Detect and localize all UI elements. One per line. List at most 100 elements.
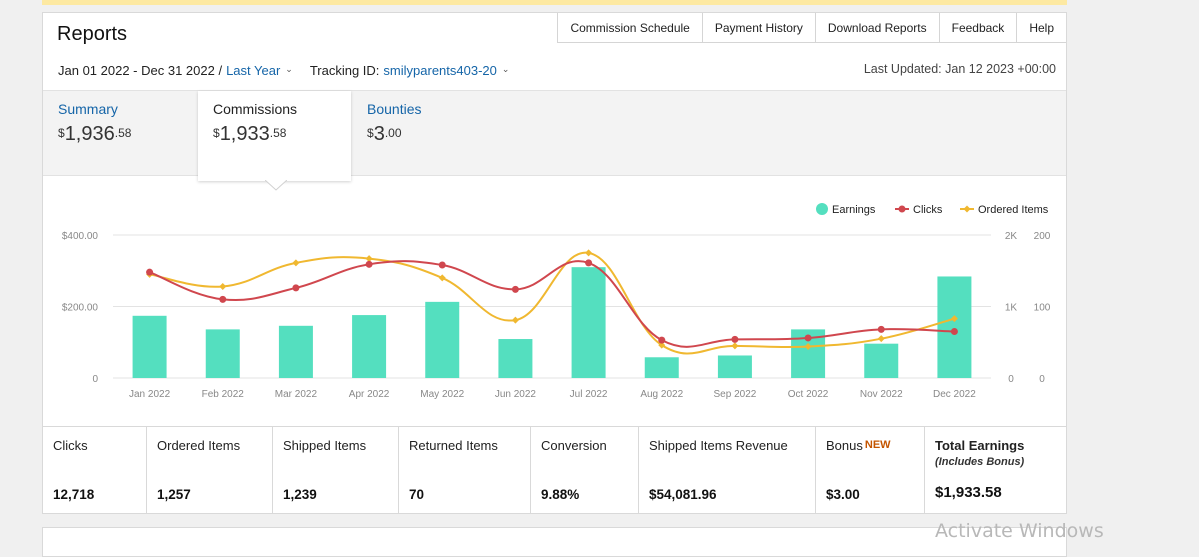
new-badge: NEW	[864, 439, 891, 451]
stat-value: 1,257	[157, 487, 191, 502]
tracking-chevron-down-icon[interactable]: ⌄	[501, 64, 510, 74]
y-right-ordered-tick-label: 100	[1034, 303, 1051, 314]
legend-clicks-label: Clicks	[913, 204, 943, 216]
x-tick-label: Sep 2022	[714, 389, 757, 400]
x-tick-label: Mar 2022	[275, 389, 318, 400]
payment-history-button[interactable]: Payment History	[703, 13, 816, 42]
bounties-amount-cents: .00	[384, 126, 402, 140]
x-tick-label: Dec 2022	[933, 389, 976, 400]
ordered-items-point	[219, 282, 227, 290]
commissions-amount-cents: .58	[269, 126, 287, 140]
stat-value: 12,718	[53, 487, 95, 502]
stat-shipped-items: Shipped Items 1,239	[273, 427, 399, 514]
legend-ordered-label: Ordered Items	[978, 204, 1049, 216]
total-earnings-label: Total Earnings	[935, 438, 1025, 453]
clicks-point	[292, 284, 300, 292]
ordered-items-point	[950, 315, 958, 323]
x-tick-label: Jun 2022	[495, 389, 537, 400]
tab-commissions-label: Commissions	[213, 101, 298, 117]
stat-label: Returned Items	[409, 438, 498, 453]
stat-value: $54,081.96	[649, 487, 717, 502]
clicks-point	[658, 336, 666, 344]
clicks-point	[804, 334, 812, 342]
help-button[interactable]: Help	[1029, 21, 1054, 35]
windows-watermark: Activate Windows	[935, 520, 1104, 542]
stat-shipped-items-revenue: Shipped Items Revenue $54,081.96	[639, 427, 816, 514]
x-tick-label: Jul 2022	[570, 389, 608, 400]
clicks-line	[149, 260, 955, 348]
earnings-bar	[644, 357, 679, 378]
stat-label: Total Earnings (Includes Bonus)	[935, 438, 1056, 476]
y-right-clicks-tick-label: 0	[1008, 374, 1014, 385]
legend-earnings-marker	[816, 203, 828, 215]
summary-tabs: Summary $1,936.58 Commissions $1,933.58 …	[43, 90, 1066, 181]
stat-value: 1,239	[283, 487, 317, 502]
period-chevron-down-icon[interactable]: ⌄	[285, 64, 293, 74]
earnings-bar	[864, 343, 899, 378]
bounties-amount-integer: 3	[373, 123, 385, 145]
stat-label: Clicks	[53, 438, 88, 453]
commission-schedule-button[interactable]: Commission Schedule	[558, 13, 703, 42]
earnings-bar	[278, 325, 313, 378]
tab-commissions[interactable]: Commissions $1,933.58	[198, 91, 351, 181]
ordered-items-point	[365, 255, 373, 263]
stat-value: $1,933.58	[935, 484, 1002, 501]
tab-bounties[interactable]: Bounties $3.00	[352, 91, 507, 177]
active-tab-pointer-icon	[265, 180, 287, 191]
stat-label: Conversion	[541, 438, 607, 453]
earnings-bar	[717, 355, 752, 378]
tab-summary-label: Summary	[58, 101, 118, 117]
ordered-items-point	[511, 316, 519, 324]
y-left-tick-label: $200.00	[62, 303, 99, 314]
y-right-clicks-tick-label: 1K	[1005, 303, 1018, 314]
stat-label: Shipped Items Revenue	[649, 438, 788, 453]
reports-card: Reports Commission Schedule Payment Hist…	[42, 12, 1067, 514]
tab-summary[interactable]: Summary $1,936.58	[43, 91, 198, 177]
x-tick-label: May 2022	[420, 389, 464, 400]
legend-ordered-marker	[963, 205, 971, 213]
top-navigation: Commission Schedule Payment History Down…	[557, 13, 1066, 43]
commissions-amount-integer: 1,933	[219, 123, 270, 145]
period-dropdown[interactable]: Last Year	[226, 63, 281, 78]
earnings-chart: 0 0 0 $200.00 1K 100 $400.00 2K 200 Jan 2022 Feb 2…	[62, 203, 1051, 400]
y-left-tick-label: 0	[92, 374, 98, 385]
summary-currency: $	[58, 126, 65, 140]
clicks-point	[877, 325, 885, 333]
stat-value: $3.00	[826, 487, 860, 502]
clicks-point	[585, 259, 593, 267]
page-title: Reports	[57, 23, 128, 45]
earnings-bar	[205, 329, 240, 378]
earnings-bar	[132, 315, 167, 378]
download-reports-button[interactable]: Download Reports	[816, 13, 940, 42]
x-tick-label: Feb 2022	[202, 389, 245, 400]
x-tick-label: Aug 2022	[640, 389, 683, 400]
y-left-tick-label: $400.00	[62, 231, 99, 242]
clicks-point	[731, 335, 739, 343]
bonus-label: Bonus	[826, 438, 863, 453]
stat-bonus: Bonus NEW $3.00	[816, 427, 925, 514]
stat-value: 70	[409, 487, 425, 502]
stat-label: Bonus NEW	[826, 438, 914, 476]
ordered-items-point	[292, 259, 300, 267]
tab-bounties-label: Bounties	[367, 101, 422, 117]
ordered-items-line	[149, 251, 955, 355]
notification-bar	[42, 0, 1067, 5]
stat-returned-items: Returned Items 70	[399, 427, 531, 514]
stat-conversion: Conversion 9.88%	[531, 427, 639, 514]
date-range: Jan 01 2022 - Dec 31 2022 /	[58, 63, 223, 78]
ordered-items-point	[804, 343, 812, 351]
earnings-bar	[352, 315, 387, 378]
feedback-button[interactable]: Feedback	[940, 13, 1018, 42]
stat-clicks: Clicks 12,718	[43, 427, 147, 514]
commissions-amount: $1,933.58	[213, 123, 336, 146]
clicks-point	[365, 260, 373, 268]
bounties-amount: $3.00	[367, 123, 492, 146]
stat-value: 9.88%	[541, 487, 580, 502]
total-earnings-sub: (Includes Bonus)	[935, 456, 1025, 468]
commissions-currency: $	[213, 126, 220, 140]
x-tick-label: Jan 2022	[129, 389, 171, 400]
earnings-bar	[937, 276, 972, 378]
legend-earnings-label: Earnings	[832, 204, 876, 216]
x-tick-label: Oct 2022	[788, 389, 829, 400]
tracking-id-dropdown[interactable]: smilyparents403-20	[383, 63, 497, 78]
